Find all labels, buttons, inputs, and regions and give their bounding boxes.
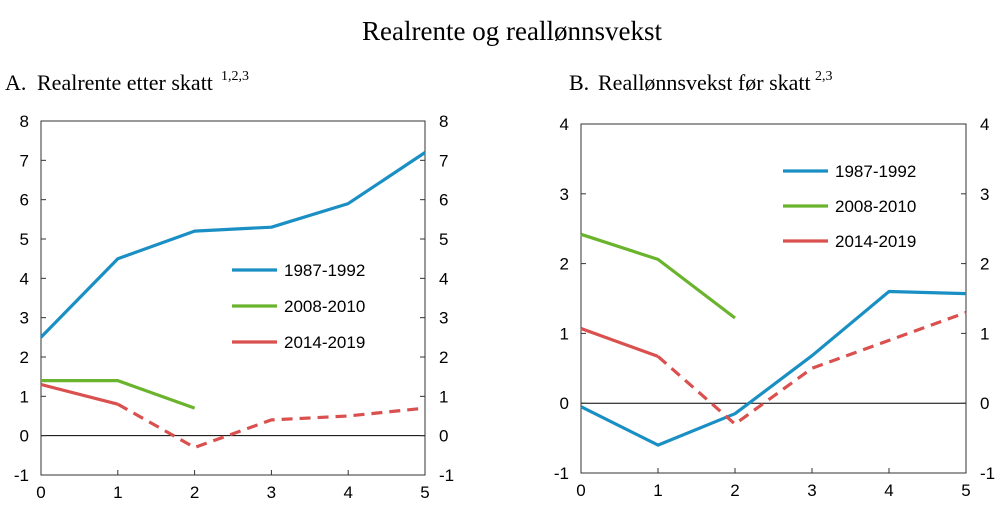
panel-a-ytick-left-label: 8 [20,112,29,131]
panel-b-ytick-right-label: -1 [980,464,995,483]
panel-a-ytick-left-label: -1 [14,466,29,485]
panel-b-legend-label-2014-2019: 2014-2019 [835,232,916,251]
panel-a-ytick-left-label: 1 [20,387,29,406]
panel-b-xtick-label: 4 [884,481,893,500]
panel-b-ytick-right-label: 2 [980,255,989,274]
panel-a-ytick-left-label: 3 [20,309,29,328]
panel-a-xtick-label: 5 [420,483,429,502]
panel-a-ytick-left-label: 5 [20,230,29,249]
panel-a-ytick-right-label: 0 [439,427,448,446]
panel-a-ytick-left-label: 2 [20,348,29,367]
panel-a-legend-label-2008-2010: 2008-2010 [284,297,365,316]
panel-a-series-1987-1992line [39,151,426,339]
panel-a-ytick-left-label: 0 [20,427,29,446]
panel-b-ytick-left-label: 2 [560,255,569,274]
panel-a-footnote: 1,2,3 [221,69,249,84]
panel-b-series-2014-2019solid-line [580,326,659,358]
panel-a-legend-label-2014-2019: 2014-2019 [284,333,365,352]
panel-b-series-1987-1992line [580,289,967,447]
panel-b-ytick-right-label: 3 [980,185,989,204]
panel-b-series-2014-2019dashed-line [656,310,967,426]
panel-a-ytick-right-label: 4 [439,269,448,288]
panel-b-xtick-label: 2 [730,481,739,500]
panel-a-ytick-right-label: 5 [439,230,448,249]
panel-a-ytick-left-label: 6 [20,191,29,210]
panel-a-xtick-label: 3 [267,483,276,502]
panel-a-series-2014-2019dashed-line [117,402,426,450]
panel-a-label: A. [5,70,26,95]
panel-a-xtick-label: 0 [36,483,45,502]
panel-b-label: B. [569,70,589,95]
panel-a-xtick-label: 1 [113,483,122,502]
panel-b-footnote: 2,3 [815,69,833,84]
panel-a-plot-frame [40,120,426,476]
panel-a-legend-label-1987-1992: 1987-1992 [284,261,365,280]
panel-a-ytick-right-label: 2 [439,348,448,367]
panel-b-ytick-left-label: -1 [554,464,569,483]
panel-a-ytick-right-label: 1 [439,387,448,406]
panel-b-legend-label-1987-1992: 1987-1992 [835,162,916,181]
panel-b-ytick-right-label: 0 [980,394,989,413]
panel-a-ytick-right-label: -1 [439,466,454,485]
panel-b-ytick-left-label: 3 [560,185,569,204]
panel-b-plot-frame [580,123,967,474]
panel-a-series-2014-2019solid-line [40,382,119,406]
panel-a-ytick-right-label: 8 [439,112,448,131]
panel-a-xtick-label: 2 [190,483,199,502]
panel-a-ytick-right-label: 6 [439,191,448,210]
panel-b-ytick-right-label: 4 [980,115,989,134]
panel-a-ytick-left-label: 7 [20,151,29,170]
panel-b-xtick-label: 1 [653,481,662,500]
panel-b-legend-label-2008-2010: 2008-2010 [835,197,916,216]
panel-b-chart: B. Reallønnsvekst før skatt 2,3 -1 -1 0 0 1 1… [554,69,995,500]
panel-b-series-2008-2010line [580,232,736,320]
panel-a-ytick-right-label: 3 [439,309,448,328]
panel-a-title: Realrente etter skatt [37,70,213,95]
panel-a-series-2008-2010line [41,379,196,410]
panel-b-ytick-left-label: 0 [560,394,569,413]
panel-a-ytick-right-label: 7 [439,151,448,170]
figure-title: Realrente og reallønnsvekst [362,16,662,46]
panel-a-xtick-label: 4 [343,483,352,502]
panel-a-ytick-left-label: 4 [20,269,29,288]
panel-b-xtick-label: 3 [807,481,816,500]
panel-b-title: Reallønnsvekst før skatt [598,70,811,95]
panel-b-xtick-label: 0 [576,481,585,500]
panel-b-ytick-right-label: 1 [980,324,989,343]
panel-a-chart: A. Realrente etter skatt 1,2,3 -1 -1 0 0 1 1 2… [5,69,454,502]
panel-b-ytick-left-label: 1 [560,324,569,343]
panel-b-ytick-left-label: 4 [560,115,569,134]
panel-b-xtick-label: 5 [961,481,970,500]
